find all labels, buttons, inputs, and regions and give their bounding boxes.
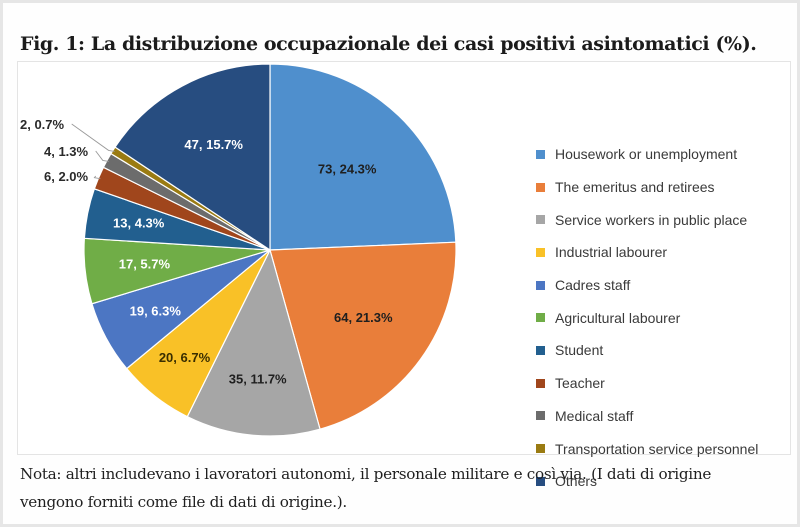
callout-leader-line bbox=[71, 123, 115, 152]
slice-data-label: 20, 6.7% bbox=[159, 350, 211, 365]
figure-note: Nota: altri includevano i lavoratori aut… bbox=[20, 460, 790, 516]
legend-item: Transportation service personnel bbox=[536, 432, 758, 465]
legend-label: Agricultural labourer bbox=[555, 309, 681, 326]
pie-slice-housework-or-unemployment bbox=[269, 63, 457, 251]
note-line-2: vengono forniti come file di dati di ori… bbox=[20, 493, 347, 511]
legend-swatch bbox=[536, 313, 545, 323]
legend-label: Housework or unemployment bbox=[555, 146, 738, 163]
slice-data-label: 64, 21.3% bbox=[334, 310, 393, 325]
legend-label: Service workers in public place bbox=[555, 211, 748, 228]
legend-swatch bbox=[536, 215, 545, 225]
legend-swatch bbox=[536, 247, 545, 257]
slice-data-label: 47, 15.7% bbox=[184, 137, 243, 152]
slice-data-label: 73, 24.3% bbox=[318, 162, 377, 177]
pie-slice-service-workers-in-public-place bbox=[186, 248, 321, 437]
legend-item: Medical staff bbox=[536, 400, 758, 433]
legend-label: Others bbox=[555, 473, 598, 490]
slice-data-label: 13, 4.3% bbox=[113, 216, 165, 231]
legend-swatch bbox=[536, 411, 545, 421]
slice-data-label: 19, 6.3% bbox=[130, 304, 182, 319]
callout-leader-line bbox=[95, 150, 109, 162]
legend-label: The emeritus and retirees bbox=[555, 179, 715, 196]
chart-legend: Housework or unemployment The emeritus an… bbox=[536, 138, 758, 498]
legend-item: Service workers in public place bbox=[536, 203, 758, 236]
legend-label: Teacher bbox=[555, 375, 605, 392]
slice-data-label: 6, 2.0% bbox=[44, 169, 89, 184]
legend-swatch bbox=[536, 280, 545, 290]
legend-item: Cadres staff bbox=[536, 269, 758, 302]
legend-label: Medical staff bbox=[555, 407, 634, 424]
legend-swatch bbox=[536, 345, 545, 355]
slice-data-label: 4, 1.3% bbox=[44, 144, 89, 159]
pie-slice-the-emeritus-and-retirees bbox=[269, 241, 457, 430]
note-line-1: Nota: altri includevano i lavoratori aut… bbox=[20, 465, 712, 483]
legend-swatch bbox=[536, 149, 545, 159]
figure-title: Fig. 1: La distribuzione occupazionale d… bbox=[20, 33, 757, 55]
legend-label: Industrial labourer bbox=[555, 244, 668, 261]
legend-item: Others bbox=[536, 465, 758, 498]
legend-swatch bbox=[536, 444, 545, 454]
legend-item: Housework or unemployment bbox=[536, 138, 758, 171]
legend-item: The emeritus and retirees bbox=[536, 171, 758, 204]
slice-data-label: 2, 0.7% bbox=[20, 117, 65, 132]
pie-chart: 73, 24.3% 64, 21.3% 35, 11.7% 20, 6.7% 19, 6… bbox=[20, 63, 457, 437]
legend-item: Student bbox=[536, 334, 758, 367]
pie-slice-others bbox=[114, 63, 271, 252]
legend-label: Transportation service personnel bbox=[555, 440, 759, 457]
legend-item: Industrial labourer bbox=[536, 236, 758, 269]
legend-swatch bbox=[536, 182, 545, 192]
legend-item: Teacher bbox=[536, 367, 758, 400]
slice-data-label: 35, 11.7% bbox=[229, 372, 287, 387]
legend-label: Cadres staff bbox=[555, 277, 631, 294]
legend-item: Agricultural labourer bbox=[536, 301, 758, 334]
legend-label: Student bbox=[555, 342, 604, 359]
chart-panel: 73, 24.3% 64, 21.3% 35, 11.7% 20, 6.7% 19, 6… bbox=[17, 61, 791, 489]
legend-swatch bbox=[536, 476, 545, 486]
slice-data-label: 17, 5.7% bbox=[119, 257, 171, 272]
legend-swatch bbox=[536, 378, 545, 388]
callout-leader-line bbox=[93, 175, 101, 180]
